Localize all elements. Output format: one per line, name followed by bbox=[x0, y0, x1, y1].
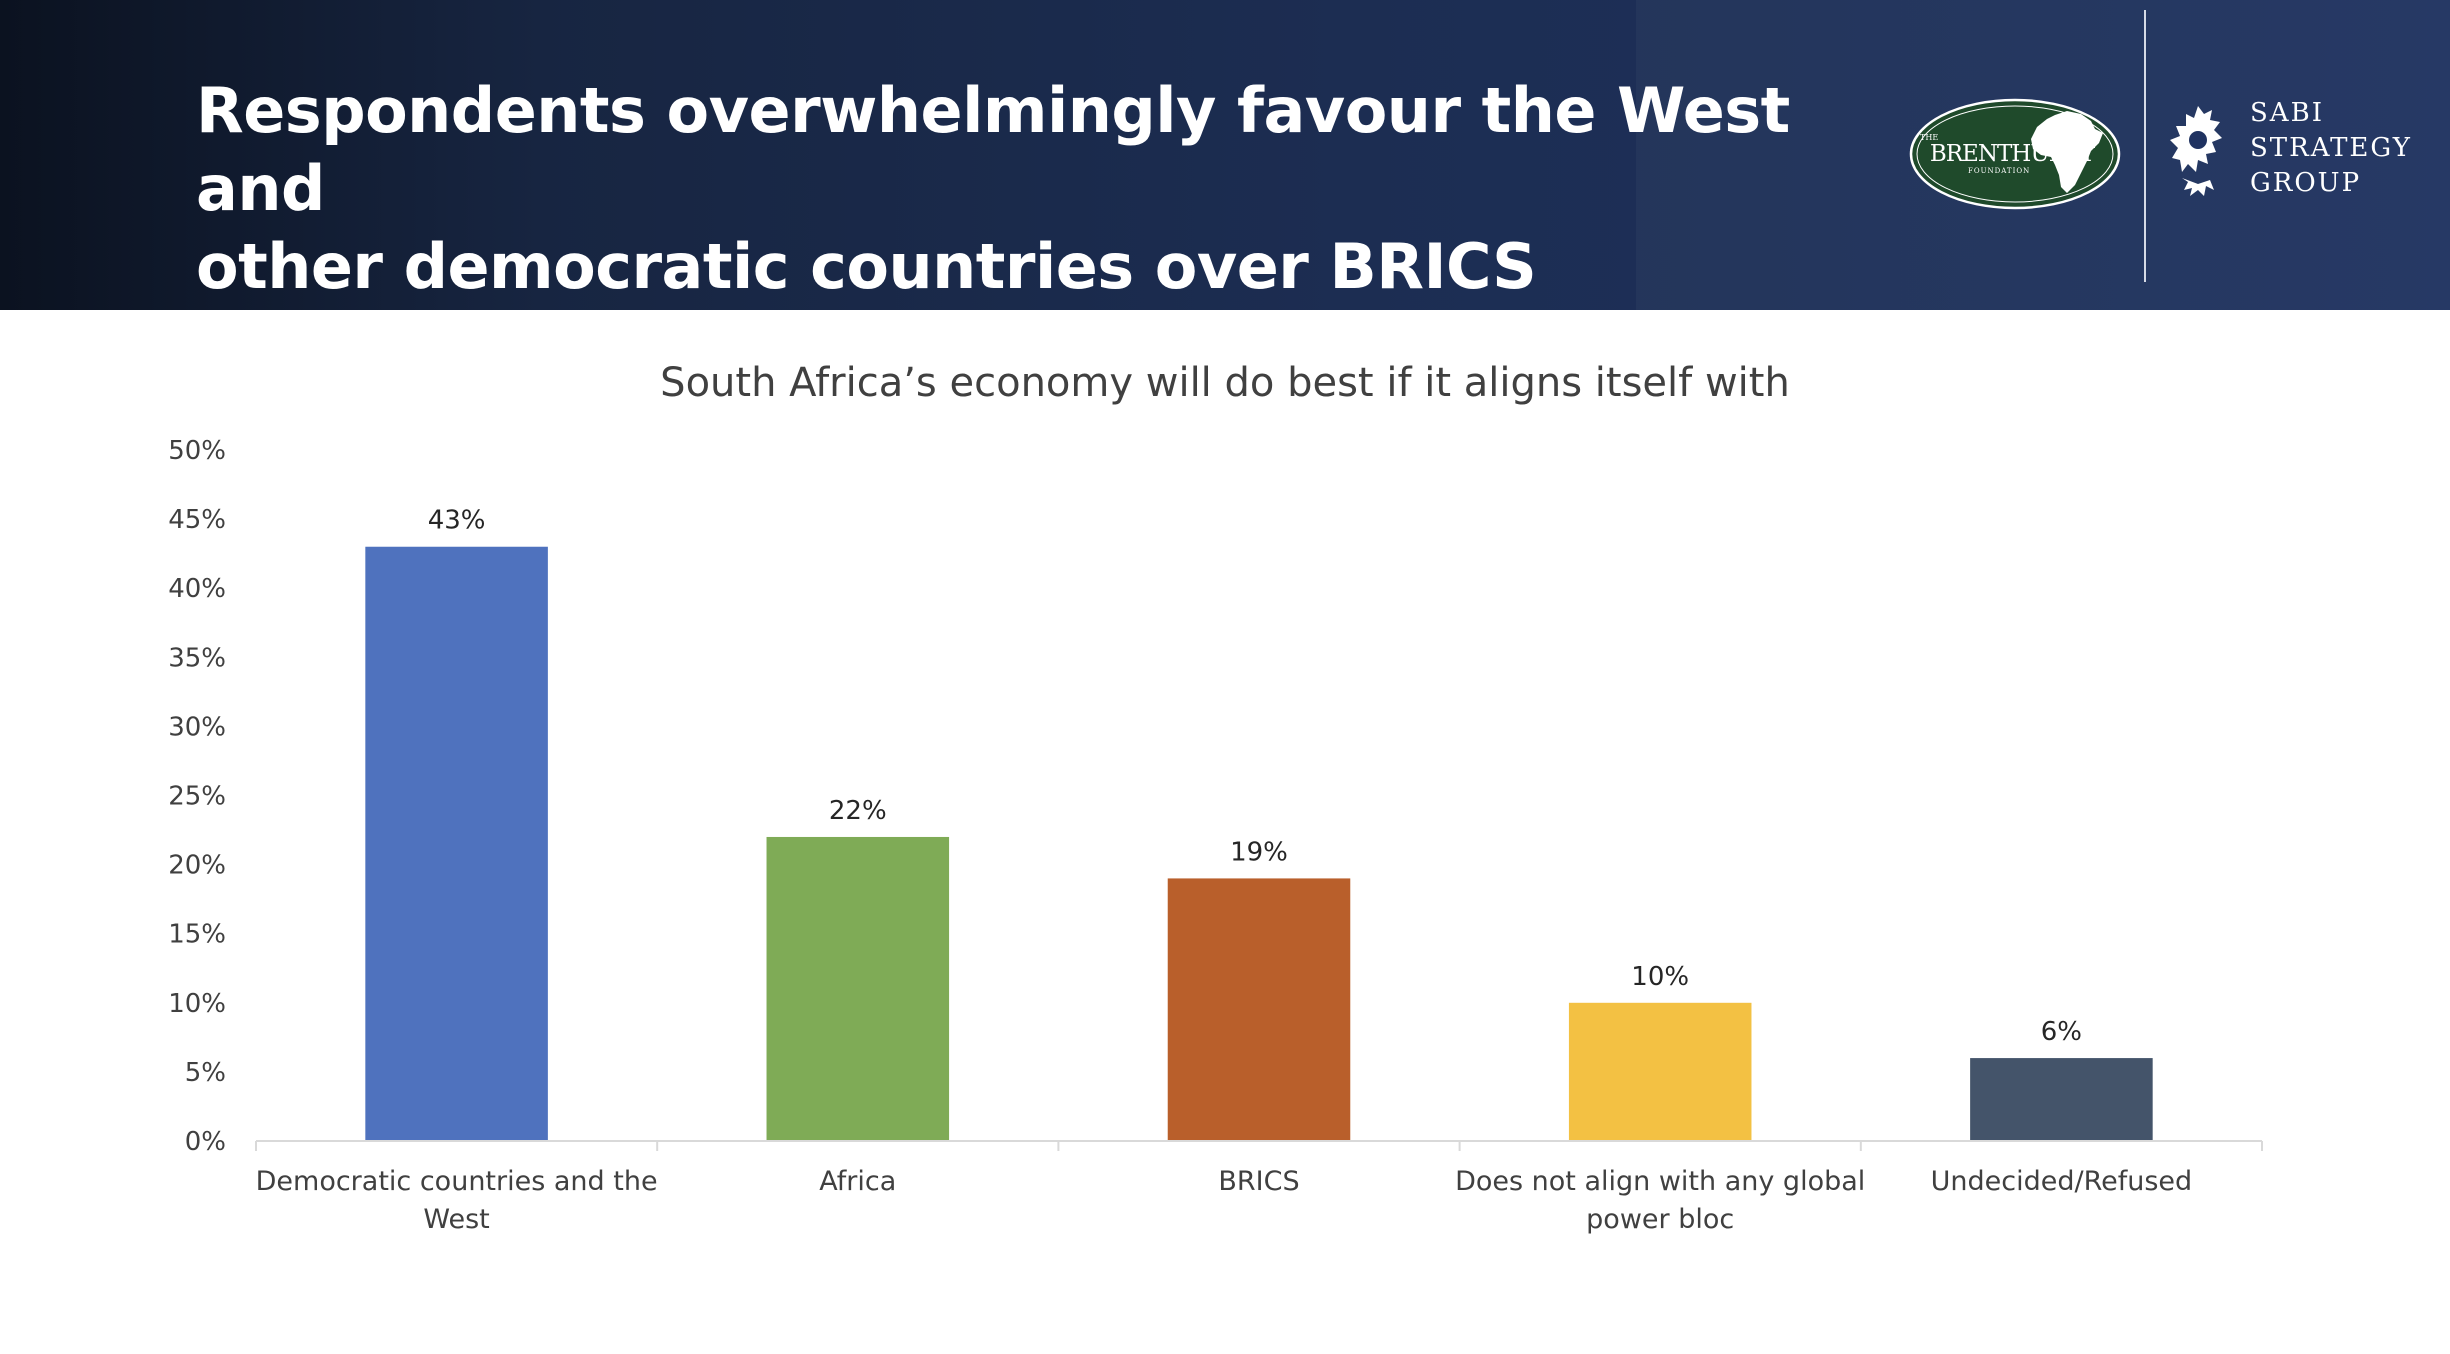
sabi-line-1: SABI bbox=[2250, 98, 2324, 128]
x-tick-label-line: Does not align with any global bbox=[1455, 1166, 1865, 1197]
page-title-line-1: Respondents overwhelmingly favour the We… bbox=[196, 74, 1790, 225]
y-tick-label: 0% bbox=[185, 1127, 226, 1157]
bar bbox=[1568, 1002, 1752, 1141]
x-axis-labels: Democratic countries and the West Africa BR… bbox=[256, 1166, 2193, 1235]
bar-value-label: 10% bbox=[1631, 962, 1689, 992]
y-tick-label: 30% bbox=[168, 712, 226, 742]
y-tick-label: 15% bbox=[168, 920, 226, 950]
bar bbox=[766, 836, 950, 1141]
x-tick-label: Does not align with any global power bloc bbox=[1455, 1166, 1865, 1235]
y-tick-label: 25% bbox=[168, 782, 226, 812]
x-axis bbox=[255, 1140, 2263, 1151]
x-tick-label: Democratic countries and the West bbox=[256, 1166, 658, 1235]
y-tick-label: 35% bbox=[168, 643, 226, 673]
bar bbox=[1167, 878, 1351, 1141]
y-tick-label: 20% bbox=[168, 851, 226, 881]
sabi-line-2: STRATEGY bbox=[2250, 133, 2412, 163]
sabi-line-3: GROUP bbox=[2250, 168, 2362, 198]
bar-value-label: 43% bbox=[428, 506, 486, 536]
bar-value-label: 6% bbox=[2041, 1017, 2082, 1047]
y-axis-ticks: 0% 5% 10% 15% 20% 25% 30% 35% 40% 45% 50% bbox=[168, 436, 226, 1157]
x-tick-label-line: power bloc bbox=[1586, 1204, 1734, 1235]
bar-value-label: 22% bbox=[829, 796, 887, 826]
brenthurst-name: BRENTHURST bbox=[1929, 141, 2095, 167]
y-tick-label: 10% bbox=[168, 989, 226, 1019]
lion-icon bbox=[2170, 106, 2222, 196]
africa-map-icon bbox=[2031, 111, 2103, 193]
x-tick-label: Undecided/Refused bbox=[1931, 1166, 2193, 1197]
x-tick-label-line: BRICS bbox=[1218, 1166, 1299, 1197]
x-tick-label-line: Democratic countries and the bbox=[256, 1166, 658, 1197]
bars bbox=[365, 546, 2153, 1141]
page-title: Respondents overwhelmingly favour the We… bbox=[196, 72, 1796, 306]
x-tick-label-line: West bbox=[423, 1204, 489, 1235]
y-tick-label: 50% bbox=[168, 436, 226, 466]
sabi-logo-text: SABI STRATEGY GROUP bbox=[2250, 96, 2412, 201]
bar bbox=[1970, 1058, 2153, 1141]
data-labels: 43% 22% 19% 10% 6% bbox=[428, 506, 2082, 1047]
brenthurst-logo bbox=[1909, 98, 2121, 210]
chart-title: South Africa’s economy will do best if i… bbox=[660, 360, 1790, 406]
x-tick-label-line: Undecided/Refused bbox=[1931, 1166, 2193, 1197]
y-tick-label: 5% bbox=[185, 1058, 226, 1088]
y-tick-label: 45% bbox=[168, 505, 226, 535]
y-tick-label: 40% bbox=[168, 574, 226, 604]
x-tick-label-line: Africa bbox=[819, 1166, 896, 1197]
brenthurst-foundation-label: FOUNDATION bbox=[1968, 167, 2031, 175]
x-tick-label: BRICS bbox=[1218, 1166, 1299, 1197]
x-tick-label: Africa bbox=[819, 1166, 896, 1197]
page-title-line-2: other democratic countries over BRICS bbox=[196, 230, 1537, 303]
bar-value-label: 19% bbox=[1230, 837, 1288, 867]
header-banner: Respondents overwhelmingly favour the We… bbox=[0, 0, 2450, 310]
brenthurst-the-label: THE bbox=[1920, 133, 1939, 142]
bar bbox=[365, 546, 548, 1141]
logo-divider bbox=[2144, 10, 2146, 282]
